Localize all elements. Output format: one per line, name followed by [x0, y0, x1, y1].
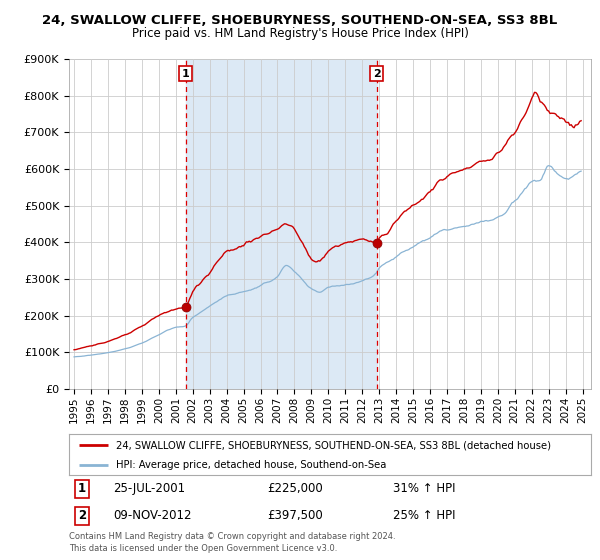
- Text: Contains HM Land Registry data © Crown copyright and database right 2024.
This d: Contains HM Land Registry data © Crown c…: [69, 532, 395, 553]
- Text: 25-JUL-2001: 25-JUL-2001: [113, 482, 185, 495]
- Text: HPI: Average price, detached house, Southend-on-Sea: HPI: Average price, detached house, Sout…: [116, 460, 386, 470]
- Text: 24, SWALLOW CLIFFE, SHOEBURYNESS, SOUTHEND-ON-SEA, SS3 8BL: 24, SWALLOW CLIFFE, SHOEBURYNESS, SOUTHE…: [43, 14, 557, 27]
- Text: 1: 1: [182, 69, 190, 78]
- Text: 1: 1: [78, 482, 86, 495]
- Text: 24, SWALLOW CLIFFE, SHOEBURYNESS, SOUTHEND-ON-SEA, SS3 8BL (detached house): 24, SWALLOW CLIFFE, SHOEBURYNESS, SOUTHE…: [116, 441, 551, 450]
- Text: £225,000: £225,000: [268, 482, 323, 495]
- Bar: [185, 59, 377, 389]
- Text: 09-NOV-2012: 09-NOV-2012: [113, 510, 192, 522]
- Text: 2: 2: [373, 69, 380, 78]
- Text: 25% ↑ HPI: 25% ↑ HPI: [392, 510, 455, 522]
- Text: Price paid vs. HM Land Registry's House Price Index (HPI): Price paid vs. HM Land Registry's House …: [131, 27, 469, 40]
- Text: £397,500: £397,500: [268, 510, 323, 522]
- Text: 2: 2: [78, 510, 86, 522]
- Text: 31% ↑ HPI: 31% ↑ HPI: [392, 482, 455, 495]
